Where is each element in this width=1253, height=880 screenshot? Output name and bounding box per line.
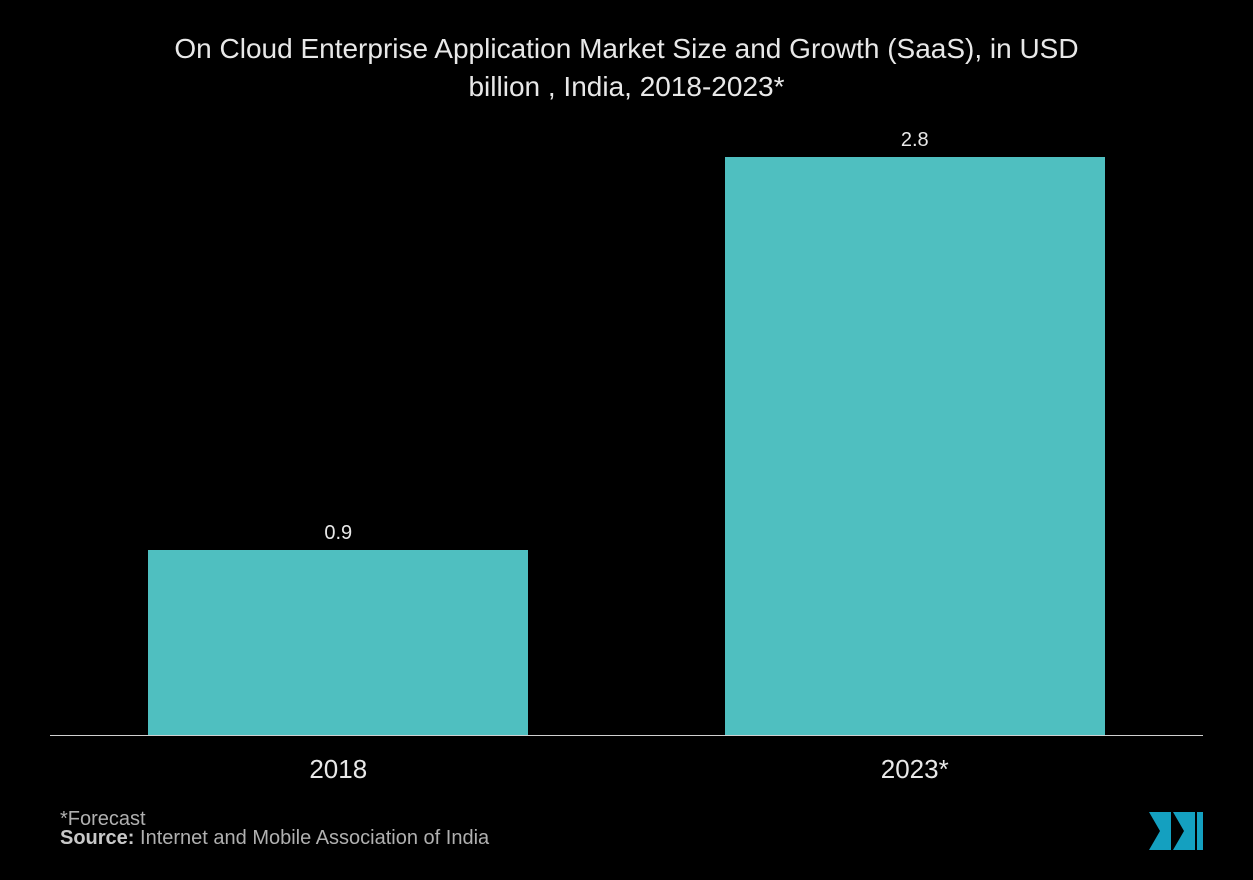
bar-2018: 0.9 — [148, 550, 528, 736]
logo-shape-i — [1197, 812, 1203, 850]
bar-value-2018: 0.9 — [324, 522, 352, 545]
bar-value-2023: 2.8 — [901, 129, 929, 152]
x-axis-labels: 2018 2023* — [50, 754, 1203, 785]
source-line: Source: Internet and Mobile Association … — [60, 827, 489, 850]
chart-title: On Cloud Enterprise Application Market S… — [50, 30, 1203, 106]
bar-group-2023: 2.8 — [627, 116, 1204, 736]
bar-fill-2023 — [725, 157, 1105, 736]
logo-shape-m-right — [1173, 812, 1195, 850]
logo-shape-m-left — [1149, 812, 1171, 850]
x-label-2018: 2018 — [50, 754, 627, 785]
source-text: Internet and Mobile Association of India — [140, 827, 489, 849]
x-axis-baseline — [50, 735, 1203, 736]
x-label-2023: 2023* — [627, 754, 1204, 785]
bar-fill-2018 — [148, 550, 528, 736]
brand-logo-icon — [1149, 812, 1203, 850]
source-label: Source: — [60, 827, 134, 849]
plot-area: 0.9 2.8 — [50, 116, 1203, 736]
bar-2023: 2.8 — [725, 157, 1105, 736]
chart-footer: *Forecast Source: Internet and Mobile As… — [60, 808, 489, 850]
chart-container: On Cloud Enterprise Application Market S… — [0, 0, 1253, 880]
bar-group-2018: 0.9 — [50, 116, 627, 736]
